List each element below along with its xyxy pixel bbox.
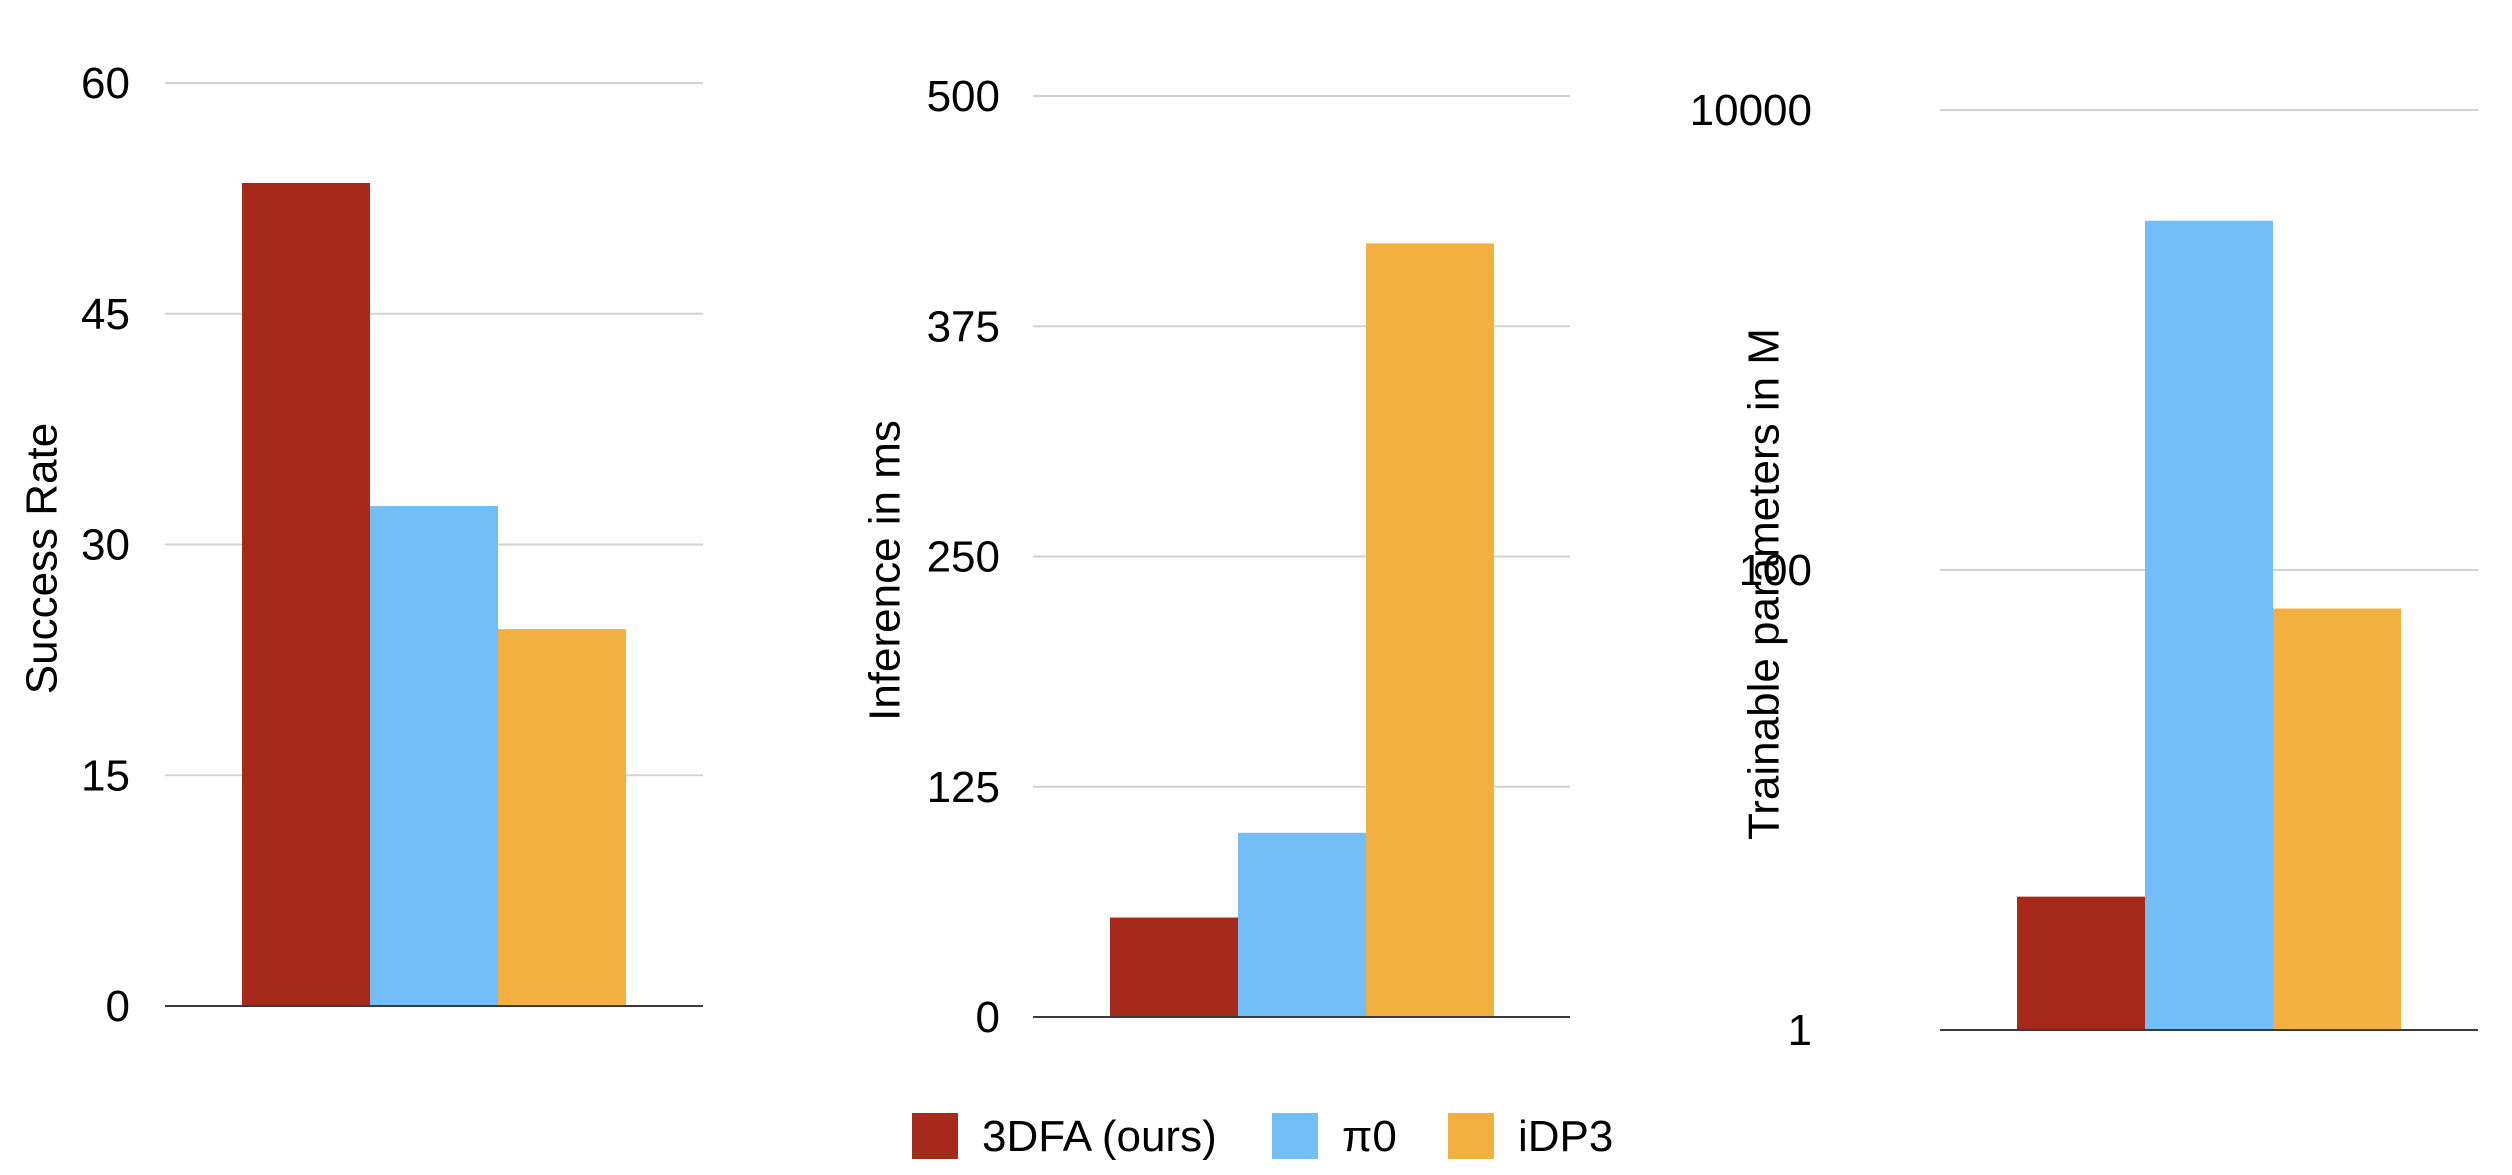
y-tick-label: 125 <box>927 763 1000 812</box>
bar-idp3 <box>2273 608 2401 1030</box>
y-axis-title: Success Rate <box>18 423 67 694</box>
bar-3dfa-ours- <box>2017 896 2145 1030</box>
y-tick-label: 0 <box>106 982 130 1031</box>
bar-3dfa-ours- <box>1110 917 1238 1017</box>
y-tick-label: 100 <box>1739 546 1812 595</box>
legend: 3DFA (ours) π0 iDP3 <box>912 1112 1613 1161</box>
chart-panel-2: 0 125 250 375 500 Inference in ms <box>861 72 1570 1042</box>
y-tick-label: 45 <box>81 290 130 339</box>
legend-swatch <box>1272 1113 1318 1159</box>
y-tick-label: 10000 <box>1690 86 1812 135</box>
legend-swatch <box>912 1113 958 1159</box>
y-tick-label: 250 <box>927 533 1000 582</box>
bar--0 <box>370 506 498 1006</box>
bar-idp3 <box>1366 243 1494 1018</box>
y-axis-title: Inference in ms <box>861 420 910 721</box>
legend-label: 3DFA (ours) <box>982 1112 1217 1161</box>
y-tick-label: 375 <box>927 302 1000 351</box>
y-tick-label: 60 <box>81 59 130 108</box>
legend-label: iDP3 <box>1518 1112 1613 1161</box>
legend-label: π0 <box>1342 1112 1397 1161</box>
legend-swatch <box>1448 1113 1494 1159</box>
bar-idp3 <box>498 629 626 1006</box>
y-tick-label: 15 <box>81 751 130 800</box>
chart-panel-3: 1 100 10000 Trainable parameters in M <box>1690 86 2478 1055</box>
y-tick-label: 0 <box>976 993 1000 1042</box>
y-tick-label: 30 <box>81 521 130 570</box>
bar-3dfa-ours- <box>242 182 370 1006</box>
y-axis-title: Trainable parameters in M <box>1740 328 1789 840</box>
y-tick-label: 1 <box>1788 1006 1812 1055</box>
bar--0 <box>1238 832 1366 1017</box>
y-tick-label: 500 <box>927 72 1000 121</box>
chart-panel-1: 0 15 30 45 60 Success Rate <box>18 59 703 1031</box>
bar--0 <box>2145 220 2273 1030</box>
